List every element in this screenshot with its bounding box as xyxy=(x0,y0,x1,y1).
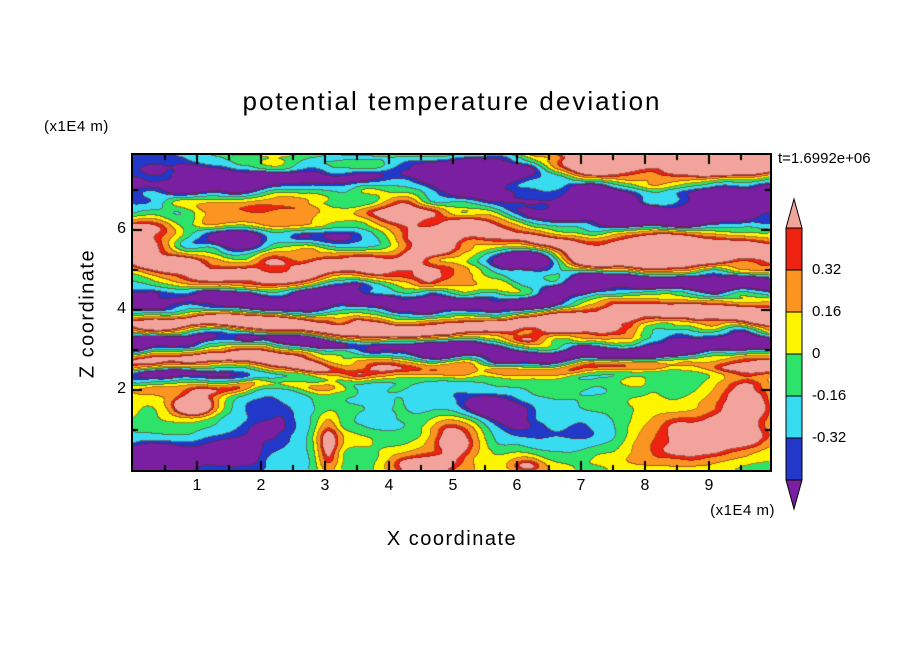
x-tick-label: 7 xyxy=(576,477,586,494)
x-tick-label: 9 xyxy=(704,477,714,494)
colorbar-segment xyxy=(785,227,803,271)
x-axis-title: X coordinate xyxy=(386,528,518,550)
z-axis-units-label: (x1E4 m) xyxy=(44,118,109,135)
time-annotation: t=1.6992e+06 xyxy=(778,150,871,167)
x-tick-label: 2 xyxy=(256,477,266,494)
plot-frame xyxy=(131,153,772,472)
z-tick-label: 4 xyxy=(117,300,126,317)
colorbar-arrow-down-icon xyxy=(785,479,803,511)
x-tick-label: 3 xyxy=(320,477,330,494)
colorbar-tick-label: 0.16 xyxy=(812,303,842,320)
x-tick-label: 6 xyxy=(512,477,522,494)
colorbar-segment xyxy=(785,353,803,397)
colorbar-segment xyxy=(785,269,803,313)
z-tick-label: 2 xyxy=(117,380,126,397)
colorbar-tick-label: 0.32 xyxy=(812,261,842,278)
colorbar-segment xyxy=(785,395,803,439)
chart-title: potential temperature deviation xyxy=(242,86,662,116)
x-tick-label: 8 xyxy=(640,477,650,494)
colorbar-tick-label: 0 xyxy=(812,345,821,362)
colorbar-segment xyxy=(785,437,803,481)
colorbar-segment xyxy=(785,311,803,355)
colorbar-arrow-up-icon xyxy=(785,197,803,229)
x-tick-label: 4 xyxy=(384,477,394,494)
z-tick-label: 6 xyxy=(117,220,126,237)
contour-canvas xyxy=(133,155,770,470)
colorbar-tick-label: -0.16 xyxy=(812,387,847,404)
x-tick-label: 1 xyxy=(192,477,202,494)
colorbar-tick-label: -0.32 xyxy=(812,429,847,446)
x-tick-label: 5 xyxy=(448,477,458,494)
colorbar xyxy=(785,197,803,511)
x-axis-units-label: (x1E4 m) xyxy=(710,502,775,519)
